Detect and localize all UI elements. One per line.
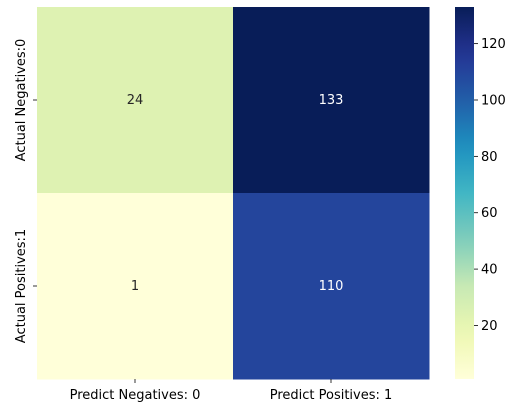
y-axis: Actual Negatives:0 Actual Positives:1 [14, 39, 37, 343]
cell-value-label: 24 [127, 93, 144, 108]
colorbar-gradient [455, 7, 474, 379]
colorbar: 20 40 60 80 100 120 [455, 7, 506, 379]
heatmap-cell [37, 7, 234, 194]
heatmap-cells [37, 7, 430, 380]
colorbar-tick-label: 60 [481, 206, 498, 221]
colorbar-tick-label: 40 [481, 263, 498, 278]
cell-value-label: 1 [131, 279, 139, 294]
y-tick-label: Actual Negatives:0 [14, 39, 29, 162]
colorbar-tick-label: 120 [481, 37, 506, 52]
heatmap-cell [37, 193, 234, 380]
y-tick-label: Actual Positives:1 [14, 229, 29, 343]
cell-value-label: 110 [319, 279, 344, 294]
colorbar-tick-label: 80 [481, 150, 498, 165]
cell-annotations: 24 133 1 110 [127, 93, 344, 294]
heatmap-cell [233, 193, 430, 380]
colorbar-tick-label: 100 [481, 94, 506, 109]
colorbar-tick-label: 20 [481, 319, 498, 334]
x-tick-label: Predict Negatives: 0 [70, 388, 201, 403]
cell-value-label: 133 [319, 93, 344, 108]
x-axis: Predict Negatives: 0 Predict Positives: 1 [70, 379, 393, 403]
x-tick-label: Predict Positives: 1 [270, 388, 393, 403]
heatmap-cell [233, 7, 430, 194]
